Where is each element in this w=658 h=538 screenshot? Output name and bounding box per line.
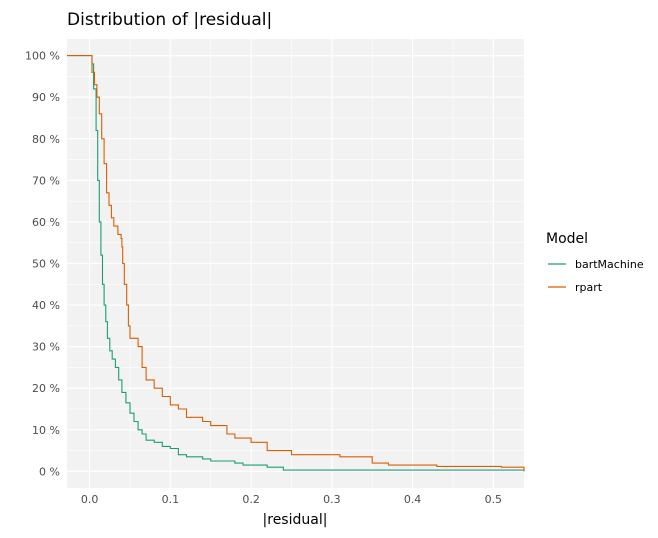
y-tick-label: 40 % bbox=[32, 299, 60, 312]
x-tick-labels: 0.0 0.1 0.2 0.3 0.4 0.5 bbox=[81, 493, 502, 506]
x-tick-label: 0.3 bbox=[323, 493, 341, 506]
y-tick-label: 30 % bbox=[32, 341, 60, 354]
x-tick-label: 0.5 bbox=[485, 493, 503, 506]
y-tick-label: 80 % bbox=[32, 133, 60, 146]
y-tick-label: 50 % bbox=[32, 258, 60, 271]
x-tick-label: 0.1 bbox=[162, 493, 180, 506]
y-tick-label: 0 % bbox=[39, 465, 60, 478]
x-axis-title: |residual| bbox=[263, 512, 328, 528]
series-line-bartmachine bbox=[67, 55, 525, 472]
y-tick-labels: 0 % 10 % 20 % 30 % 40 % 50 % 60 % 70 % 80 % 90 % 1… bbox=[25, 50, 60, 479]
y-tick-label: 60 % bbox=[32, 216, 60, 229]
series-line-rpart bbox=[67, 55, 525, 472]
legend-title: Model bbox=[546, 231, 588, 247]
x-tick-label: 0.2 bbox=[242, 493, 260, 506]
x-tick-label: 0.4 bbox=[404, 493, 422, 506]
y-tick-label: 100 % bbox=[25, 50, 60, 63]
x-tick-label: 0.0 bbox=[81, 493, 99, 506]
y-tick-label: 90 % bbox=[32, 91, 60, 104]
legend-label-rpart: rpart bbox=[575, 281, 603, 294]
legend: Model bartMachine rpart bbox=[546, 231, 644, 294]
series-lines bbox=[67, 55, 525, 472]
y-tick-label: 20 % bbox=[32, 382, 60, 395]
y-tick-label: 10 % bbox=[32, 424, 60, 437]
y-tick-label: 70 % bbox=[32, 174, 60, 187]
major-gridlines bbox=[67, 39, 524, 488]
legend-label-bartmachine: bartMachine bbox=[575, 258, 644, 271]
chart-title: Distribution of |residual| bbox=[67, 10, 272, 30]
